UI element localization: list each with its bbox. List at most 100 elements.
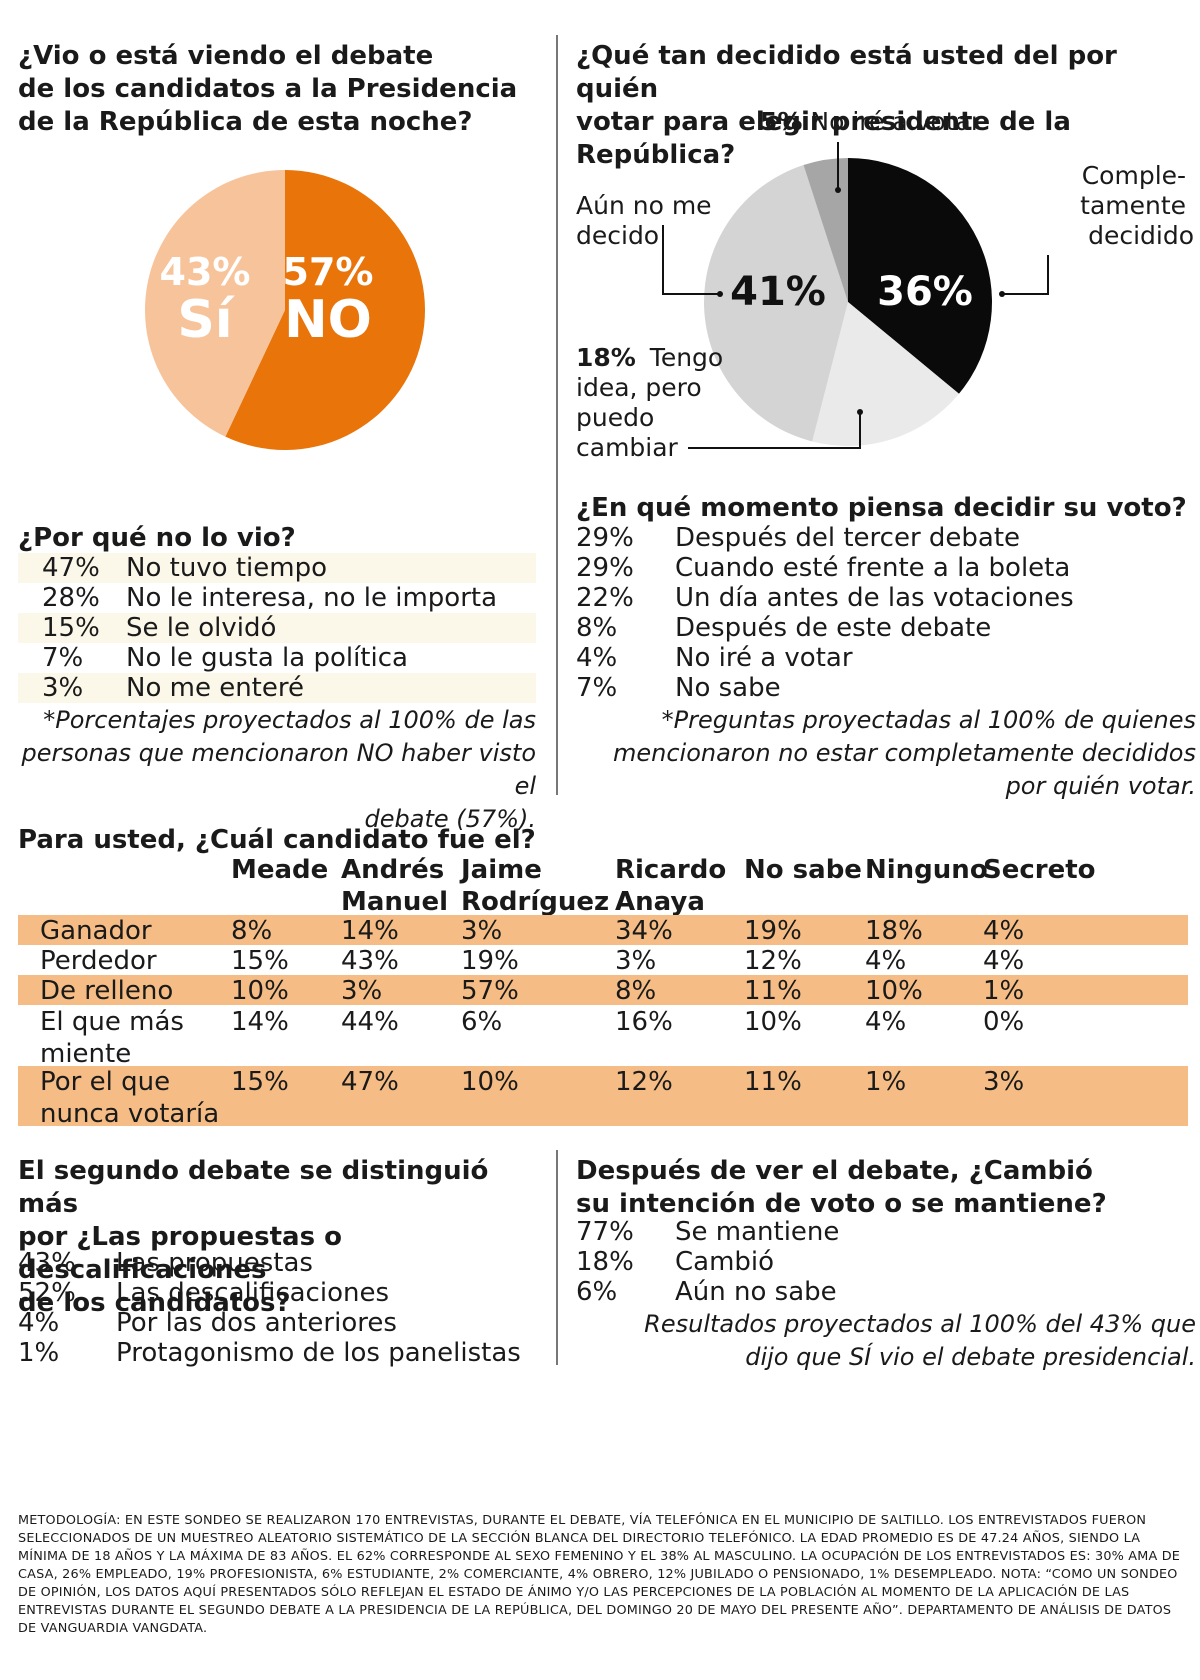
- vote-change-footnote: Resultados proyectados al 100% del 43% q…: [576, 1308, 1196, 1374]
- table-row: Por el que nunca votaría 15% 47% 10% 12%…: [18, 1066, 1188, 1129]
- callout-completo: Comple- tamente decidido: [1080, 161, 1194, 250]
- item-pct: 6%: [576, 1277, 618, 1307]
- callout-completo-line: decidido: [1088, 221, 1194, 250]
- pie2-slice-3: [803, 158, 848, 302]
- column-header: Secreto: [983, 854, 1096, 886]
- table-cell: 12%: [744, 946, 802, 976]
- column-header-line: Ricardo: [615, 855, 727, 885]
- title-line: de los candidatos?: [18, 1288, 291, 1318]
- callout-aun: Aún no me decido: [576, 191, 720, 250]
- column-header-line: Manuel: [341, 887, 448, 917]
- table-cell: 44%: [341, 1007, 399, 1037]
- list-item: 3% No me enteré: [18, 673, 536, 703]
- table-cell: 4%: [983, 916, 1025, 946]
- column-header: No sabe: [744, 854, 862, 886]
- column-header-line: No sabe: [744, 855, 862, 885]
- row-label: Por el que nunca votaría: [40, 1066, 219, 1130]
- list-item: 4% No iré a votar: [576, 643, 1176, 673]
- footnote-line: *Preguntas proyectadas al 100% de quiene…: [661, 706, 1196, 734]
- callout-line-tengo: [688, 412, 861, 449]
- pie2-slice-label-completo: 36%: [877, 269, 973, 315]
- table-cell: 12%: [615, 1067, 673, 1097]
- row-label-line: nunca votaría: [40, 1099, 220, 1129]
- column-header-line: Andrés: [341, 855, 445, 885]
- row-label-line: El que más: [40, 1007, 184, 1037]
- item-pct: 77%: [576, 1217, 634, 1247]
- item-label: Las propuestas: [116, 1248, 313, 1278]
- list-item: 7% No le gusta la política: [18, 643, 536, 673]
- title-line: Después de ver el debate, ¿Cambió: [576, 1156, 1093, 1186]
- item-label: No le gusta la política: [126, 643, 408, 673]
- row-label: Ganador: [40, 915, 152, 947]
- footnote-line: mencionaron no estar completamente decid…: [612, 739, 1196, 767]
- item-label: Aún no sabe: [675, 1277, 837, 1307]
- pie1-slice-label-pct: 57%: [283, 250, 374, 294]
- callout-tengo: 18% Tengo idea, pero puedo cambiar: [576, 343, 731, 462]
- callout-no-ire-pct: 5%: [760, 107, 802, 136]
- footnote-line: Resultados proyectados al 100% del 43% q…: [644, 1310, 1196, 1338]
- footnote-line: *Porcentajes proyectados al 100% de las: [43, 706, 536, 734]
- callout-line-aun: [662, 225, 720, 295]
- table-cell: 19%: [744, 916, 802, 946]
- item-pct: 22%: [576, 583, 634, 613]
- when-decide-title: ¿En qué momento piensa decidir su voto?: [576, 493, 1187, 523]
- item-label: Después de este debate: [675, 613, 992, 643]
- footnote-line: dijo que SÍ vio el debate presidencial.: [745, 1343, 1196, 1371]
- item-pct: 7%: [576, 673, 618, 703]
- table-cell: 1%: [983, 976, 1025, 1006]
- candidates-table-title: Para usted, ¿Cuál candidato fue el?: [18, 825, 536, 855]
- table-cell: 8%: [231, 916, 273, 946]
- column-header: Andrés Manuel: [341, 854, 448, 918]
- list-item: 77% Se mantiene: [576, 1217, 1176, 1247]
- callout-tengo-line: Tengo: [649, 343, 723, 372]
- pie1-slice-1: [144, 170, 285, 437]
- column-header: Jaime Rodríguez: [461, 854, 609, 918]
- why-not-footnote: *Porcentajes proyectados al 100% de las …: [18, 704, 536, 836]
- list-item: 22% Un día antes de las votaciones: [576, 583, 1176, 613]
- footnote-line: por quién votar.: [1005, 772, 1196, 800]
- table-cell: 4%: [865, 946, 907, 976]
- item-pct: 7%: [42, 643, 84, 673]
- item-pct: 8%: [576, 613, 618, 643]
- table-cell: 4%: [865, 1007, 907, 1037]
- q2-title-line: votar para elegir presidente de la Repúb…: [576, 107, 1071, 170]
- item-label: Cuando esté frente a la boleta: [675, 553, 1071, 583]
- table-cell: 10%: [744, 1007, 802, 1037]
- item-pct: 47%: [42, 553, 100, 583]
- callout-tengo-line: idea, pero: [576, 373, 702, 402]
- item-pct: 1%: [18, 1338, 60, 1368]
- list-item: 1% Protagonismo de los panelistas: [18, 1338, 548, 1368]
- item-label: Se mantiene: [675, 1217, 840, 1247]
- table-cell: 10%: [461, 1067, 519, 1097]
- table-cell: 47%: [341, 1067, 399, 1097]
- table-cell: 34%: [615, 916, 673, 946]
- item-pct: 4%: [576, 643, 618, 673]
- table-cell: 10%: [231, 976, 289, 1006]
- item-label: No me enteré: [126, 673, 304, 703]
- item-pct: 18%: [576, 1247, 634, 1277]
- pie2-slice-1: [812, 302, 959, 447]
- row-label: El que más miente: [40, 1006, 184, 1070]
- callout-dot: [999, 291, 1005, 297]
- table-cell: 16%: [615, 1007, 673, 1037]
- table-cell: 0%: [983, 1007, 1025, 1037]
- item-pct: 28%: [42, 583, 100, 613]
- table-cell: 19%: [461, 946, 519, 976]
- row-label: De relleno: [40, 975, 173, 1007]
- table-row: Ganador 8% 14% 3% 34% 19% 18% 4%: [18, 915, 1188, 947]
- table-cell: 11%: [744, 976, 802, 1006]
- table-cell: 11%: [744, 1067, 802, 1097]
- column-header-line: Ninguno: [865, 855, 988, 885]
- table-row: Perdedor 15% 43% 19% 3% 12% 4% 4%: [18, 945, 1188, 976]
- table-row: El que más miente 14% 44% 6% 16% 10% 4% …: [18, 1006, 1188, 1069]
- q2-title: ¿Qué tan decidido está usted del por qui…: [576, 40, 1196, 172]
- q1-title-line: de los candidatos a la Presidencia: [18, 74, 518, 104]
- column-header-line: Meade: [231, 855, 329, 885]
- pie2-slice-0: [848, 158, 992, 394]
- pie1-slice-0: [225, 170, 425, 450]
- vote-change-title: Después de ver el debate, ¿Cambió su int…: [576, 1155, 1196, 1221]
- callout-aun-line: decido: [576, 221, 659, 250]
- table-cell: 1%: [865, 1067, 907, 1097]
- row-label-line: De relleno: [40, 976, 174, 1006]
- table-row: De relleno 10% 3% 57% 8% 11% 10% 1%: [18, 975, 1188, 1007]
